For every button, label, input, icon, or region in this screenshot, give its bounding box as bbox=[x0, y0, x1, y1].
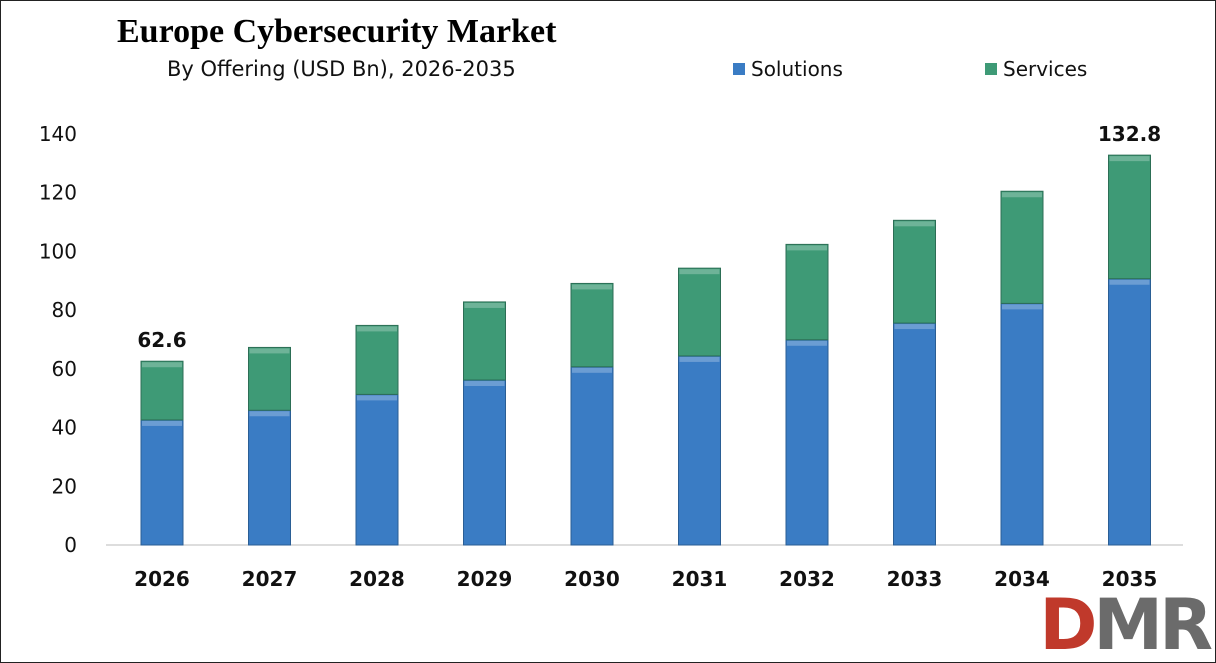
bar-bevel-2035 bbox=[1109, 156, 1150, 162]
legend-label-services: Services bbox=[1003, 57, 1088, 81]
bar-services-2035 bbox=[1108, 154, 1151, 280]
bar-services-2030 bbox=[570, 282, 614, 368]
bar-services-2033 bbox=[893, 219, 936, 324]
bar-solutions-2034 bbox=[1000, 302, 1044, 546]
bar-bevel-2028 bbox=[357, 395, 397, 401]
x-tick-label: 2035 bbox=[1102, 567, 1158, 591]
x-tick-label: 2032 bbox=[779, 567, 835, 591]
y-tick-label: 60 bbox=[52, 357, 77, 381]
bar-services-2029 bbox=[463, 301, 506, 381]
bar-bevel-2034 bbox=[1002, 304, 1042, 310]
x-tick-label: 2027 bbox=[242, 567, 298, 591]
bar-solutions-2030 bbox=[570, 366, 614, 546]
x-tick-label: 2026 bbox=[134, 567, 190, 591]
x-tick-label: 2033 bbox=[887, 567, 943, 591]
bar-bevel-2033 bbox=[894, 324, 935, 330]
bar-bevel-2030 bbox=[572, 284, 612, 290]
bar-solutions-2032 bbox=[785, 339, 829, 546]
bar-bevel-2033 bbox=[894, 221, 935, 227]
bar-bevel-2026 bbox=[142, 420, 182, 426]
bar-bevel-2035 bbox=[1109, 279, 1150, 285]
bar-solutions-2026 bbox=[140, 419, 184, 546]
legend-swatch-solutions bbox=[733, 63, 745, 75]
bar-bevel-2026 bbox=[142, 362, 182, 368]
y-tick-label: 20 bbox=[52, 474, 77, 498]
bar-solutions-2033 bbox=[893, 322, 936, 546]
bar-bevel-2029 bbox=[464, 302, 505, 308]
legend-item-services: Services bbox=[985, 57, 1087, 81]
y-tick-label: 40 bbox=[52, 416, 77, 440]
x-tick-label: 2031 bbox=[672, 567, 728, 591]
bar-bevel-2032 bbox=[787, 340, 827, 346]
bar-services-2031 bbox=[678, 267, 721, 357]
bar-bevel-2034 bbox=[1002, 192, 1042, 198]
y-tick-label: 100 bbox=[39, 239, 77, 263]
x-tick-label: 2028 bbox=[349, 567, 405, 591]
x-tick-label: 2034 bbox=[994, 567, 1050, 591]
data-label-2035: 132.8 bbox=[1098, 122, 1161, 146]
bar-bevel-2031 bbox=[679, 269, 720, 275]
bar-services-2032 bbox=[785, 243, 829, 341]
y-tick-label: 80 bbox=[52, 298, 77, 322]
y-tick-label: 140 bbox=[39, 122, 77, 146]
bar-bevel-2029 bbox=[464, 381, 505, 387]
bar-solutions-2029 bbox=[463, 379, 506, 546]
legend-label-solutions: Solutions bbox=[751, 57, 843, 81]
data-label-2026: 62.6 bbox=[137, 328, 186, 352]
y-tick-label: 0 bbox=[64, 533, 77, 557]
bar-bevel-2031 bbox=[679, 356, 720, 362]
bar-services-2027 bbox=[248, 346, 291, 411]
bar-bevel-2030 bbox=[572, 367, 612, 373]
bar-services-2028 bbox=[355, 324, 399, 395]
chart-title: Europe Cybersecurity Market bbox=[117, 13, 557, 50]
x-tick-label: 2029 bbox=[457, 567, 513, 591]
bar-solutions-2028 bbox=[355, 393, 399, 546]
y-tick-label: 120 bbox=[39, 181, 77, 205]
dmr-logo: DMR bbox=[1039, 584, 1213, 663]
bar-solutions-2031 bbox=[678, 355, 721, 546]
chart-subtitle: By Offering (USD Bn), 2026-2035 bbox=[167, 57, 516, 81]
bar-services-2034 bbox=[1000, 190, 1044, 304]
legend-swatch-services bbox=[985, 63, 997, 75]
bar-bevel-2028 bbox=[357, 326, 397, 332]
legend-item-solutions: Solutions bbox=[733, 57, 843, 81]
bar-bevel-2032 bbox=[787, 245, 827, 251]
bar-services-2026 bbox=[140, 360, 184, 421]
bar-bevel-2027 bbox=[249, 348, 290, 354]
bar-solutions-2027 bbox=[248, 409, 291, 546]
x-tick-label: 2030 bbox=[564, 567, 620, 591]
bar-bevel-2027 bbox=[249, 411, 290, 417]
bar-solutions-2035 bbox=[1108, 278, 1151, 546]
